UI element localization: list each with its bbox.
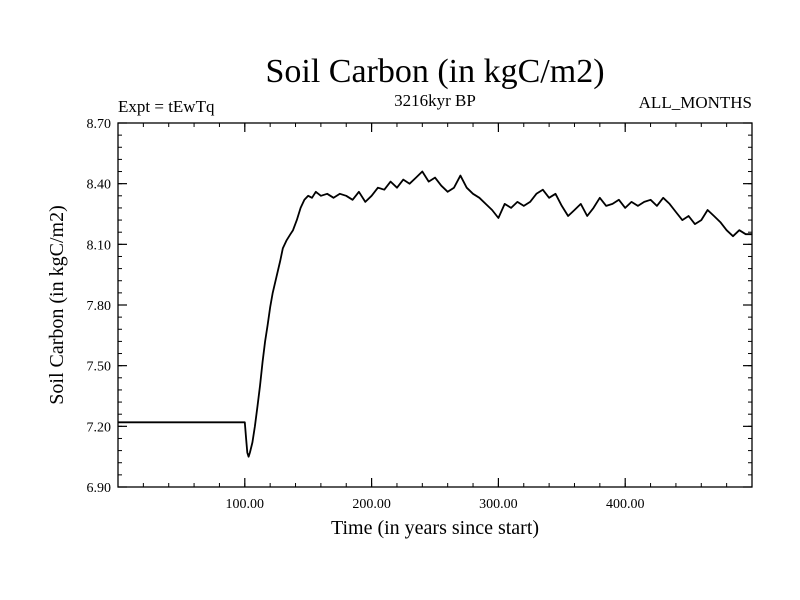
months-label: ALL_MONTHS [639, 93, 752, 112]
soil-carbon-line [118, 170, 752, 458]
y-tick-label: 8.10 [87, 238, 112, 253]
y-tick-label: 7.20 [87, 420, 112, 435]
y-tick-label: 6.90 [87, 481, 112, 496]
x-tick-labels: 100.00 200.00 300.00 400.00 [226, 497, 645, 512]
chart-title: Soil Carbon (in kgC/m2) [265, 53, 604, 90]
experiment-label: Expt = tEwTq [118, 97, 215, 116]
y-tick-label: 7.80 [87, 299, 112, 314]
x-tick-label: 400.00 [606, 497, 645, 512]
y-tick-label: 7.50 [87, 360, 112, 375]
y-tick-label: 8.70 [87, 117, 112, 132]
x-tick-label: 100.00 [226, 497, 265, 512]
x-tick-label: 300.00 [479, 497, 518, 512]
y-tick-label: 8.40 [87, 178, 112, 193]
x-axis-label: Time (in years since start) [331, 517, 539, 539]
x-tick-label: 200.00 [352, 497, 391, 512]
y-tick-labels: 6.90 7.20 7.50 7.80 8.10 8.40 8.70 [87, 117, 112, 496]
y-axis-label: Soil Carbon (in kgC/m2) [46, 205, 68, 404]
period-label: 3216kyr BP [394, 91, 476, 110]
major-ticks [118, 122, 752, 488]
